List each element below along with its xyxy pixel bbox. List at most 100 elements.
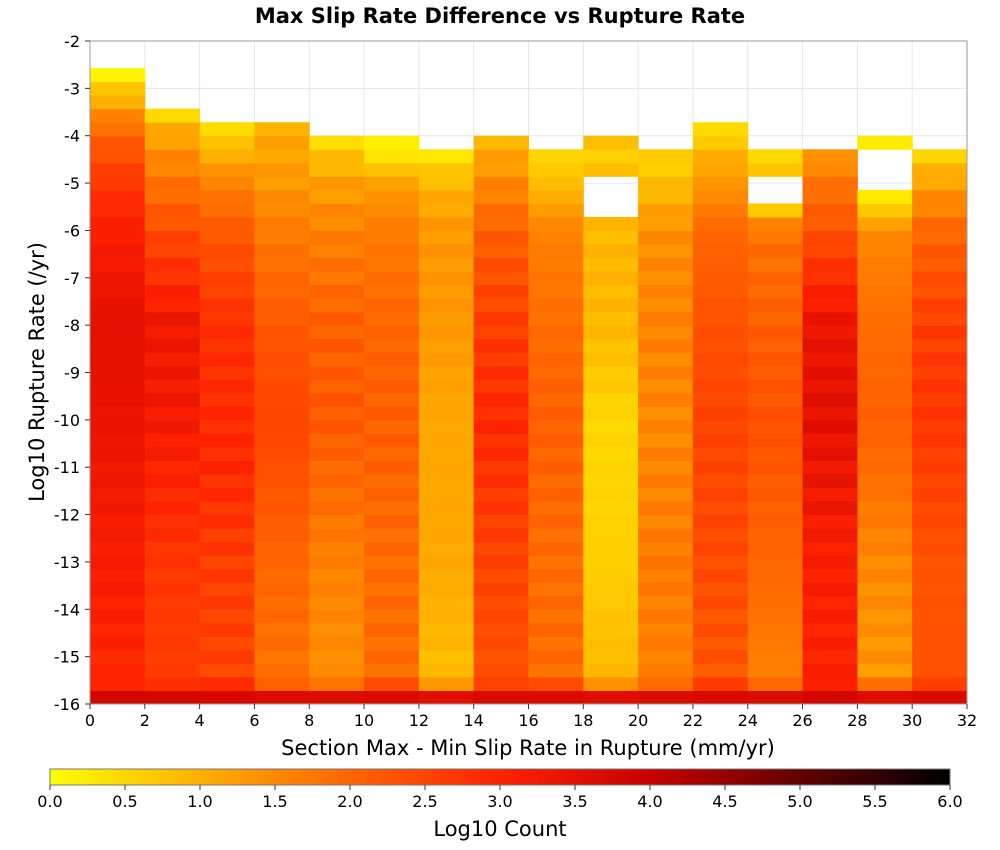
heatmap-cell bbox=[747, 663, 804, 678]
heatmap-cell bbox=[90, 189, 146, 204]
heatmap-cell bbox=[473, 149, 529, 164]
x-tick-label: 2 bbox=[140, 711, 150, 730]
heatmap-cell bbox=[309, 311, 365, 326]
heatmap-cell bbox=[364, 230, 420, 245]
y-tick-label: -2 bbox=[64, 32, 80, 51]
heatmap-cell bbox=[309, 460, 365, 475]
heatmap-cell bbox=[857, 284, 913, 299]
heatmap-cell bbox=[692, 595, 749, 610]
heatmap-cell bbox=[418, 555, 475, 570]
heatmap-cell bbox=[364, 690, 420, 705]
heatmap-cell bbox=[912, 325, 968, 340]
heatmap-cell bbox=[528, 352, 584, 367]
heatmap-cell bbox=[364, 446, 420, 461]
heatmap-cell bbox=[254, 609, 310, 624]
heatmap-cell bbox=[144, 230, 201, 245]
heatmap-cell bbox=[473, 338, 529, 353]
heatmap-cell bbox=[747, 622, 804, 637]
x-axis-ticks: 0 2 4 6 8 10 12 14 16 18 20 22 24 26 28 30 32 bbox=[85, 704, 977, 730]
heatmap-cell bbox=[912, 501, 968, 516]
heatmap-cell bbox=[912, 487, 968, 502]
heatmap-cell bbox=[912, 284, 968, 299]
heatmap-cell bbox=[802, 176, 858, 191]
heatmap-cell bbox=[747, 379, 804, 394]
heatmap-cell bbox=[90, 176, 146, 191]
heatmap-cell bbox=[309, 338, 365, 353]
heatmap-cell bbox=[144, 433, 201, 448]
heatmap-cell bbox=[528, 555, 584, 570]
heatmap-cell bbox=[199, 311, 255, 326]
heatmap-cell bbox=[254, 122, 310, 137]
heatmap-cell bbox=[144, 284, 201, 299]
heatmap-cell bbox=[528, 365, 584, 380]
heatmap-cell bbox=[144, 419, 201, 434]
heatmap-cell bbox=[528, 473, 584, 489]
heatmap-cell bbox=[418, 473, 475, 489]
heatmap-cell bbox=[254, 243, 310, 259]
heatmap-cell bbox=[802, 663, 858, 678]
heatmap-cell bbox=[418, 433, 475, 448]
heatmap-cell bbox=[802, 487, 858, 502]
heatmap-cell bbox=[638, 582, 694, 597]
heatmap-cell bbox=[912, 595, 968, 610]
heatmap-cell bbox=[802, 284, 858, 299]
heatmap-cell bbox=[583, 528, 639, 543]
heatmap-cell bbox=[857, 514, 913, 529]
colorbar-ticks: 0.0 0.5 1.0 1.5 2.0 2.5 3.0 3.5 4.0 4.5 5.0 5.5 6.0 bbox=[37, 785, 963, 811]
heatmap-cell bbox=[638, 325, 694, 340]
colorbar-tick-label: 2.0 bbox=[337, 792, 362, 811]
heatmap-cell bbox=[254, 595, 310, 610]
heatmap-cell bbox=[638, 189, 694, 204]
heatmap-cell bbox=[473, 203, 529, 218]
heatmap-cell bbox=[254, 676, 310, 691]
heatmap-cell bbox=[638, 460, 694, 475]
heatmap-cell bbox=[418, 514, 475, 529]
heatmap-cell bbox=[583, 135, 639, 150]
heatmap-cell bbox=[199, 379, 255, 394]
heatmap-cell bbox=[692, 528, 749, 543]
heatmap-cell bbox=[802, 460, 858, 475]
heatmap-cell bbox=[912, 311, 968, 326]
heatmap-cell bbox=[473, 622, 529, 637]
heatmap-cells bbox=[90, 68, 968, 705]
heatmap-cell bbox=[254, 636, 310, 651]
heatmap-cell bbox=[254, 392, 310, 407]
heatmap-cell bbox=[90, 311, 146, 326]
heatmap-cell bbox=[473, 189, 529, 204]
heatmap-cell bbox=[857, 433, 913, 448]
heatmap-cell bbox=[90, 595, 146, 610]
x-tick-label: 28 bbox=[847, 711, 867, 730]
y-tick-label: -16 bbox=[54, 695, 80, 714]
heatmap-cell bbox=[309, 325, 365, 340]
heatmap-cell bbox=[692, 622, 749, 637]
heatmap-cell bbox=[473, 162, 529, 177]
heatmap-cell bbox=[583, 487, 639, 502]
heatmap-cell bbox=[583, 298, 639, 313]
heatmap-cell bbox=[912, 446, 968, 461]
heatmap-cell bbox=[638, 298, 694, 313]
heatmap-cell bbox=[583, 514, 639, 529]
heatmap-cell bbox=[418, 379, 475, 394]
heatmap-cell bbox=[418, 162, 475, 177]
heatmap-cell bbox=[857, 230, 913, 245]
heatmap-cell bbox=[254, 162, 310, 177]
heatmap-cell bbox=[583, 501, 639, 516]
heatmap-cell bbox=[144, 663, 201, 678]
heatmap-cell bbox=[692, 365, 749, 380]
heatmap-cell bbox=[638, 338, 694, 353]
heatmap-cell bbox=[692, 676, 749, 691]
heatmap-cell bbox=[638, 568, 694, 583]
heatmap-cell bbox=[144, 622, 201, 637]
y-tick-label: -9 bbox=[64, 364, 80, 383]
heatmap-cell bbox=[199, 433, 255, 448]
heatmap-cell bbox=[254, 298, 310, 313]
heatmap-cell bbox=[638, 230, 694, 245]
heatmap-cell bbox=[638, 216, 694, 231]
heatmap-cell bbox=[583, 582, 639, 597]
x-tick-label: 32 bbox=[957, 711, 977, 730]
heatmap-cell bbox=[309, 690, 365, 705]
colorbar-tick-label: 5.0 bbox=[787, 792, 812, 811]
heatmap-cell bbox=[857, 460, 913, 475]
heatmap-cell bbox=[528, 392, 584, 407]
heatmap-cell bbox=[638, 473, 694, 489]
